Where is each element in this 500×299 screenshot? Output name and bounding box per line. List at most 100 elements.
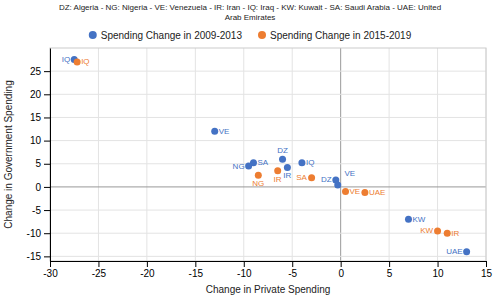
- legend-symbol: [258, 31, 266, 39]
- tick-mark: [44, 94, 50, 95]
- point-label: KW: [412, 215, 425, 224]
- tick-label: 10: [432, 268, 444, 279]
- point-label: IR: [451, 229, 459, 238]
- grid-line-x: [146, 48, 147, 261]
- tick: -15: [189, 261, 204, 279]
- grid-line-x: [292, 48, 293, 261]
- grid-line-x: [243, 48, 244, 261]
- chart: DZ: Algeria - NG: Nigeria - VE: Venezuel…: [0, 0, 500, 299]
- tick-label: -30: [43, 268, 58, 279]
- point: [444, 230, 451, 237]
- tick: -5: [32, 205, 50, 216]
- grid-line-y: [50, 117, 486, 118]
- tick-mark: [44, 141, 50, 142]
- point: [284, 164, 291, 171]
- x-axis-title: Change in Private Spending: [206, 284, 331, 295]
- tick-label: 25: [30, 66, 42, 77]
- tick-label: 10: [30, 135, 42, 146]
- tick: 15: [481, 261, 493, 279]
- legend: Spending Change in 2009-2013 Spending Cha…: [89, 30, 412, 41]
- tick-mark: [341, 261, 342, 267]
- point: [298, 159, 305, 166]
- tick-mark: [244, 261, 245, 267]
- tick: 0: [35, 182, 50, 193]
- point-label: VE: [350, 187, 361, 196]
- tick: -30: [43, 261, 58, 279]
- point-label: NG: [252, 179, 264, 188]
- tick-label: -5: [32, 205, 41, 216]
- tick-mark: [292, 261, 293, 267]
- tick: -5: [288, 261, 297, 279]
- tick-mark: [486, 261, 487, 267]
- series: [74, 58, 451, 236]
- legend-item: Spending Change in 2015-2019: [258, 30, 412, 41]
- x-axis: -30-25-20-15-10-5051015: [43, 261, 492, 279]
- tick-mark: [44, 233, 50, 234]
- point-label: DZ: [321, 175, 332, 184]
- tick-label: 5: [35, 158, 41, 169]
- tick-label: 0: [35, 182, 41, 193]
- tick: 10: [432, 261, 444, 279]
- tick-mark: [438, 261, 439, 267]
- grid-line-x: [340, 48, 341, 261]
- point-label: SA: [296, 173, 307, 182]
- marks: [71, 56, 470, 255]
- title-line: Arab Emirates: [225, 13, 276, 22]
- tick-mark: [44, 210, 50, 211]
- point: [342, 188, 349, 195]
- title-line: DZ: Algeria - NG: Nigeria - VE: Venezuel…: [59, 3, 441, 12]
- point-label: SA: [257, 158, 268, 167]
- grid-line-y: [50, 71, 486, 72]
- tick: -10: [237, 261, 252, 279]
- point: [211, 128, 218, 135]
- tick-mark: [147, 261, 148, 267]
- grid-line-x: [98, 48, 99, 261]
- point: [334, 182, 341, 189]
- grid-line-y: [50, 140, 486, 141]
- point-label: DZ: [277, 146, 288, 155]
- point: [245, 163, 252, 170]
- point: [255, 172, 262, 179]
- tick-label: 15: [30, 112, 42, 123]
- legend-item: Spending Change in 2009-2013: [89, 30, 243, 41]
- point: [274, 167, 281, 174]
- point-label: KW: [420, 226, 433, 235]
- point: [434, 227, 441, 234]
- plot-area: -30-25-20-15-10-5051015-15-10-5051015202…: [27, 48, 493, 279]
- legend-label: Spending Change in 2009-2013: [101, 30, 243, 41]
- point-label: VE: [219, 127, 230, 136]
- tick-label: 15: [481, 268, 493, 279]
- grid-line-y: [50, 186, 486, 187]
- point: [405, 216, 412, 223]
- point: [308, 174, 315, 181]
- grid-line-y: [50, 94, 486, 95]
- tick-mark: [44, 164, 50, 165]
- tick-label: -10: [237, 268, 252, 279]
- tick-mark: [44, 187, 50, 188]
- legend-symbol: [89, 31, 97, 39]
- tick: -25: [92, 261, 107, 279]
- tick-mark: [44, 71, 50, 72]
- plot-frame: [50, 48, 486, 261]
- tick-label: 0: [338, 268, 344, 279]
- tick-mark: [98, 261, 99, 267]
- point-label: IQ: [306, 158, 314, 167]
- tick-label: -10: [27, 228, 42, 239]
- point: [361, 189, 368, 196]
- point-label: VE: [345, 169, 356, 178]
- tick-label: -15: [189, 268, 204, 279]
- tick-mark: [50, 261, 51, 267]
- point: [463, 248, 470, 255]
- tick: 15: [30, 112, 50, 123]
- tick-label: -25: [92, 268, 107, 279]
- tick-mark: [389, 261, 390, 267]
- point-label: IQ: [62, 55, 70, 64]
- legend-label: Spending Change in 2015-2019: [270, 30, 412, 41]
- tick: 10: [30, 135, 50, 146]
- tick-label: 20: [30, 89, 42, 100]
- grid-line-y: [50, 210, 486, 211]
- tick-mark: [44, 256, 50, 257]
- tick: -20: [140, 261, 155, 279]
- point: [74, 58, 81, 65]
- point-label: IR: [274, 175, 282, 184]
